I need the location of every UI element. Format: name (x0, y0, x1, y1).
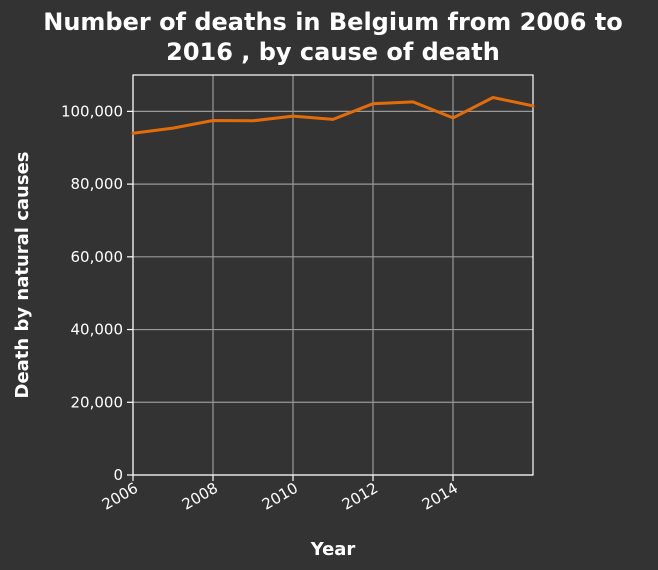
y-tick-label: 0 (113, 466, 123, 484)
plot-frame (132, 74, 534, 476)
grid (132, 75, 533, 476)
y-axis-title: Death by natural causes (12, 152, 33, 399)
x-tick-label: 2008 (179, 479, 221, 514)
x-axis-ticks: 2006 2008 2010 2012 2014 (99, 475, 461, 514)
x-axis-title: Year (310, 539, 356, 560)
y-tick-label: 40,000 (71, 321, 124, 339)
chart-title-line-2: 2016 , by cause of death (166, 38, 500, 66)
y-tick-label: 80,000 (71, 175, 124, 193)
series-line (131, 96, 535, 135)
chart-title-line-1: Number of deaths in Belgium from 2006 to (43, 8, 623, 36)
y-tick-label: 60,000 (71, 248, 124, 266)
x-tick-label: 2012 (339, 479, 381, 514)
y-tick-label: 100,000 (61, 102, 123, 120)
y-axis-ticks: 0 20,000 40,000 60,000 80,000 100,000 (61, 102, 133, 484)
x-tick-label: 2006 (99, 479, 141, 514)
x-tick-label: 2014 (419, 479, 461, 514)
y-tick-label: 20,000 (71, 393, 124, 411)
x-tick-label: 2010 (259, 479, 301, 514)
plot-area (131, 74, 535, 476)
